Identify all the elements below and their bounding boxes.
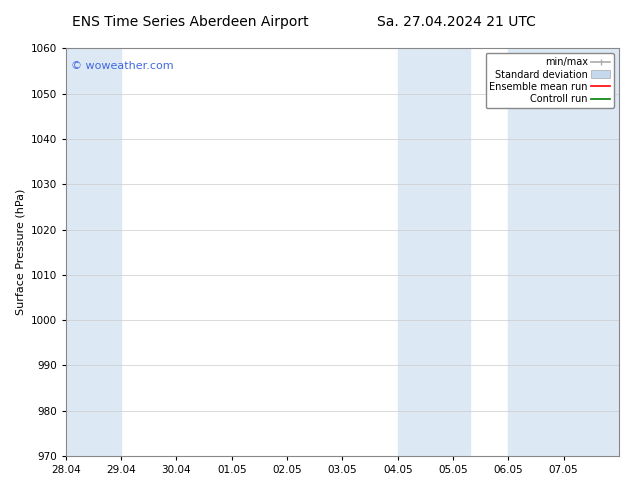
Bar — [66, 49, 121, 456]
Bar — [398, 49, 470, 456]
Text: ENS Time Series Aberdeen Airport: ENS Time Series Aberdeen Airport — [72, 15, 309, 29]
Text: Sa. 27.04.2024 21 UTC: Sa. 27.04.2024 21 UTC — [377, 15, 536, 29]
Legend: min/max, Standard deviation, Ensemble mean run, Controll run: min/max, Standard deviation, Ensemble me… — [486, 53, 614, 108]
Bar — [508, 49, 619, 456]
Text: © woweather.com: © woweather.com — [72, 61, 174, 71]
Y-axis label: Surface Pressure (hPa): Surface Pressure (hPa) — [15, 189, 25, 316]
